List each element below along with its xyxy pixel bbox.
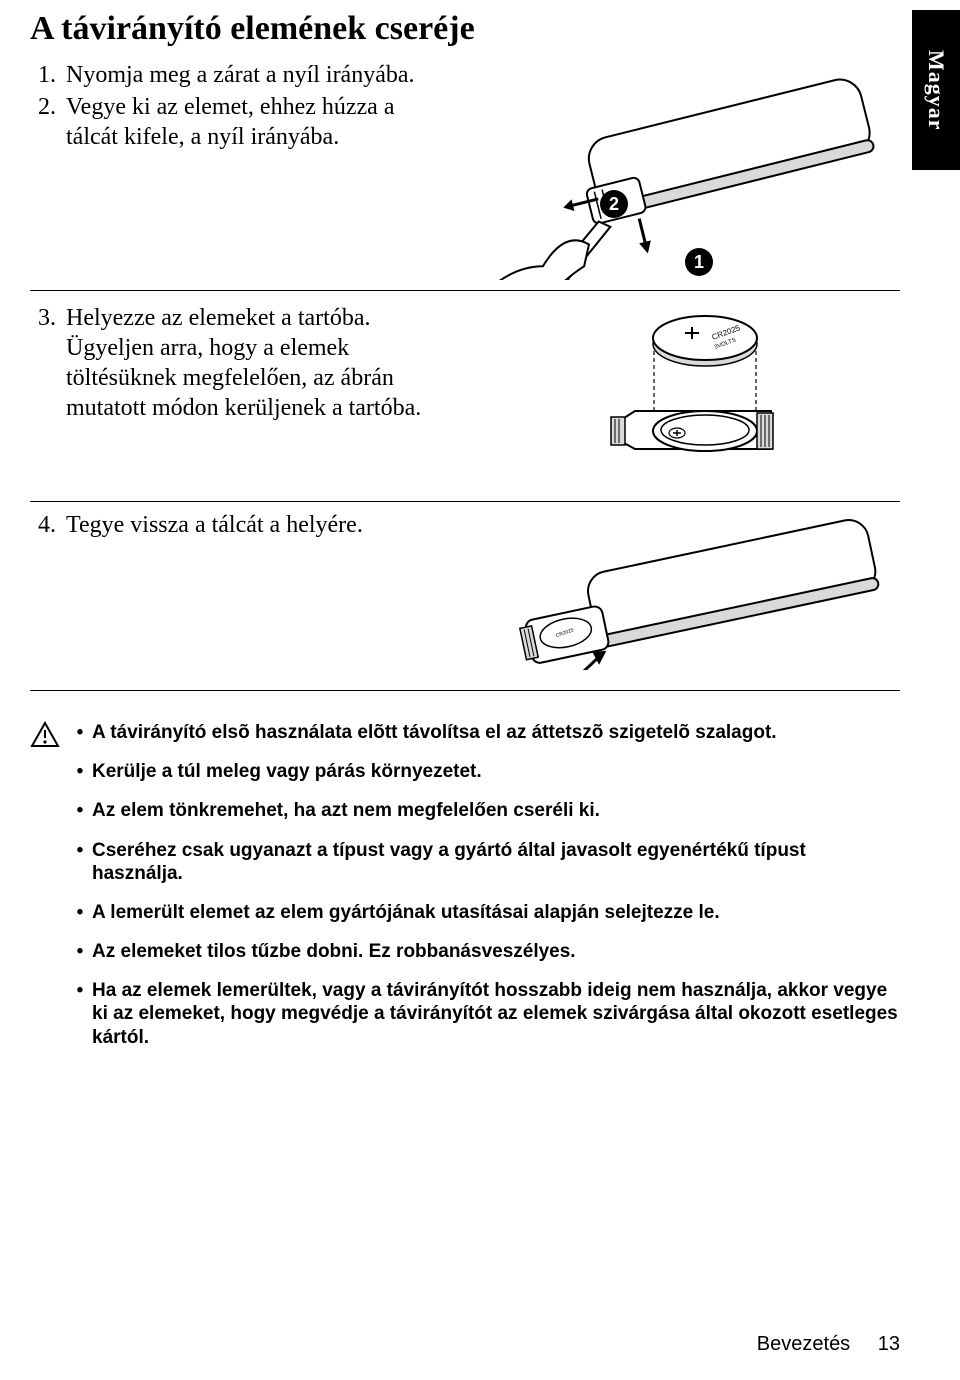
caution-icon xyxy=(30,721,64,754)
warning-block: • A távirányító elsõ használata elõtt tá… xyxy=(30,721,900,1065)
warning-text: Ha az elemek lemerültek, vagy a távirány… xyxy=(92,979,900,1049)
warning-text: Kerülje a túl meleg vagy párás környezet… xyxy=(92,760,900,783)
step-1: 1. Nyomja meg a zárat a nyíl irányába. xyxy=(30,60,450,90)
warning-item: • Ha az elemek lemerültek, vagy a távirá… xyxy=(68,979,900,1049)
diagram-reinsert-tray: CR2025 xyxy=(460,510,900,680)
step-num: 3. xyxy=(30,303,66,423)
step-3: 3. Helyezze az elemeket a tartóba. Ügyel… xyxy=(30,303,450,423)
warning-item: • A lemerült elemet az elem gyártójának … xyxy=(68,901,900,924)
section-step-3: 3. Helyezze az elemeket a tartóba. Ügyel… xyxy=(30,291,900,502)
section-steps-1-2: 1. Nyomja meg a zárat a nyíl irányába. 2… xyxy=(30,60,900,291)
step-text: Nyomja meg a zárat a nyíl irányába. xyxy=(66,60,450,90)
footer-page-number: 13 xyxy=(878,1333,900,1355)
bullet-icon: • xyxy=(68,721,92,744)
bullet-icon: • xyxy=(68,901,92,924)
diagram-marker-2: 2 xyxy=(600,190,628,218)
section-step-4: 4. Tegye vissza a tálcát a helyére. CR20… xyxy=(30,502,900,691)
warning-text: A lemerült elemet az elem gyártójának ut… xyxy=(92,901,900,924)
step-num: 4. xyxy=(30,510,66,540)
warning-text: Az elem tönkremehet, ha azt nem megfelel… xyxy=(92,799,900,822)
bullet-icon: • xyxy=(68,940,92,963)
warning-item: • A távirányító elsõ használata elõtt tá… xyxy=(68,721,900,744)
step-text: Vegye ki az elemet, ehhez húzza a tálcát… xyxy=(66,92,450,152)
language-label: Magyar xyxy=(923,50,949,131)
page-title: A távirányító elemének cseréje xyxy=(30,10,900,48)
warning-text: A távirányító elsõ használata elõtt távo… xyxy=(92,721,900,744)
bullet-icon: • xyxy=(68,839,92,885)
footer-section: Bevezetés xyxy=(757,1333,850,1355)
step-num: 2. xyxy=(30,92,66,152)
diagram-marker-1: 1 xyxy=(685,248,713,276)
diagram-remove-battery: 2 1 xyxy=(460,60,900,280)
page-footer: Bevezetés 13 xyxy=(757,1333,900,1356)
step-2: 2. Vegye ki az elemet, ehhez húzza a tál… xyxy=(30,92,450,152)
bullet-icon: • xyxy=(68,979,92,1049)
step-4: 4. Tegye vissza a tálcát a helyére. xyxy=(30,510,450,540)
warning-item: • Cseréhez csak ugyanazt a típust vagy a… xyxy=(68,839,900,885)
bullet-icon: • xyxy=(68,760,92,783)
language-tab: Magyar xyxy=(912,10,960,170)
warning-item: • Az elemeket tilos tűzbe dobni. Ez robb… xyxy=(68,940,900,963)
warning-item: • Az elem tönkremehet, ha azt nem megfel… xyxy=(68,799,900,822)
bullet-icon: • xyxy=(68,799,92,822)
diagram-insert-battery: CR2025 3VOLTS xyxy=(460,303,900,493)
warning-item: • Kerülje a túl meleg vagy párás környez… xyxy=(68,760,900,783)
step-num: 1. xyxy=(30,60,66,90)
step-text: Helyezze az elemeket a tartóba. Ügyeljen… xyxy=(66,303,450,423)
warning-text: Az elemeket tilos tűzbe dobni. Ez robban… xyxy=(92,940,900,963)
warning-text: Cseréhez csak ugyanazt a típust vagy a g… xyxy=(92,839,900,885)
step-text: Tegye vissza a tálcát a helyére. xyxy=(66,510,450,540)
